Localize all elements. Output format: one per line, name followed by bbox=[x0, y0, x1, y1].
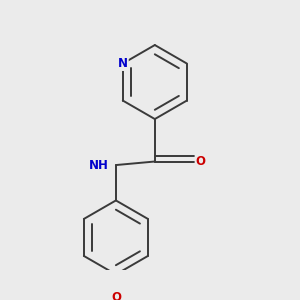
Text: NH: NH bbox=[89, 159, 109, 172]
Text: O: O bbox=[112, 291, 122, 300]
Text: O: O bbox=[196, 155, 206, 168]
Text: N: N bbox=[118, 57, 128, 70]
